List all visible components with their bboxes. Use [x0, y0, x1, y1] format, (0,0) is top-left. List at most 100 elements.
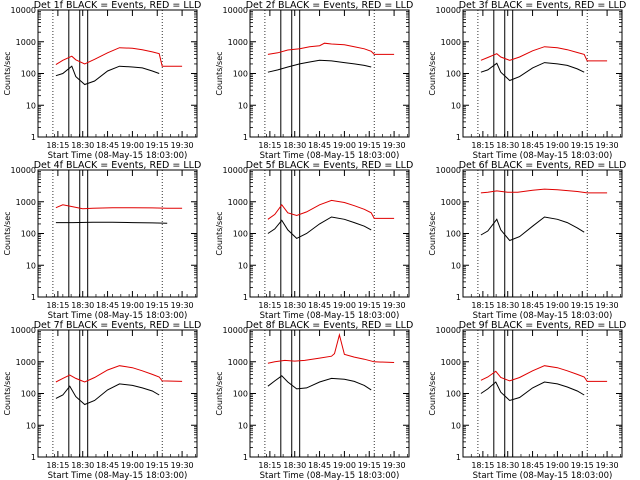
- lld-series-line: [55, 47, 183, 67]
- lld-series-line: [55, 204, 183, 210]
- y-tick-label: 100: [21, 70, 36, 79]
- x-tick-label: 18:30: [496, 141, 519, 150]
- x-axis-title: Start Time (08-May-15 18:03:00): [48, 151, 188, 161]
- events-series-line: [55, 383, 160, 406]
- panel-2: Det 2f BLACK = Events, RED = LLD 1 10 100 10…: [215, 0, 413, 161]
- y-axis-title: Counts/sec: [3, 51, 12, 95]
- x-tick-label: 18:30: [283, 461, 306, 470]
- x-tick-label: 19:15: [358, 461, 381, 470]
- panel-title: Det 7f BLACK = Events, RED = LLD: [34, 320, 202, 331]
- x-tick-label: 19:00: [121, 141, 144, 150]
- x-tick-label: 18:30: [71, 141, 94, 150]
- x-axis-title: Start Time (08-May-15 18:03:00): [473, 151, 613, 161]
- x-axis-title: Start Time (08-May-15 18:03:00): [473, 471, 613, 480]
- x-tick-label: 19:00: [546, 461, 569, 470]
- y-tick-label: 10: [26, 421, 36, 430]
- lld-series-line: [480, 365, 608, 382]
- x-tick-label: 19:00: [546, 301, 569, 310]
- y-tick-label: 1000: [441, 38, 461, 47]
- y-tick-label: 10000: [11, 326, 36, 335]
- x-tick-label: 19:30: [596, 141, 619, 150]
- plot-frame: [37, 169, 198, 298]
- x-axis-title: Start Time (08-May-15 18:03:00): [260, 311, 400, 321]
- y-tick-label: 10000: [436, 166, 461, 175]
- events-series-line: [267, 59, 372, 73]
- x-tick-label: 18:45: [308, 301, 331, 310]
- x-tick-label: 18:15: [46, 301, 69, 310]
- x-tick-label: 18:30: [496, 301, 519, 310]
- panel-8: Det 8f BLACK = Events, RED = LLD 1 10 100 10…: [215, 320, 413, 480]
- x-tick-label: 19:00: [121, 461, 144, 470]
- x-tick-label: 19:30: [171, 461, 194, 470]
- events-series-line: [267, 375, 372, 391]
- y-tick-label: 1000: [228, 38, 248, 47]
- y-tick-label: 10: [451, 261, 461, 270]
- x-axis-title: Start Time (08-May-15 18:03:00): [48, 471, 188, 480]
- x-tick-label: 18:15: [258, 301, 281, 310]
- x-tick-label: 18:15: [46, 461, 69, 470]
- y-tick-label: 10000: [223, 166, 248, 175]
- y-tick-label: 100: [446, 70, 461, 79]
- y-tick-label: 1000: [441, 198, 461, 207]
- events-series-line: [55, 221, 168, 224]
- x-tick-label: 18:15: [46, 141, 69, 150]
- x-tick-label: 18:15: [258, 461, 281, 470]
- y-tick-label: 1: [456, 133, 461, 142]
- x-tick-label: 19:30: [383, 141, 406, 150]
- y-tick-label: 100: [233, 390, 248, 399]
- x-tick-label: 18:15: [471, 461, 494, 470]
- y-tick-label: 1: [31, 453, 36, 462]
- y-tick-label: 10000: [223, 326, 248, 335]
- x-tick-label: 18:15: [471, 301, 494, 310]
- y-tick-label: 100: [233, 230, 248, 239]
- x-tick-label: 18:45: [521, 301, 544, 310]
- y-tick-label: 10000: [11, 166, 36, 175]
- y-axis-title: Counts/sec: [428, 51, 437, 95]
- y-tick-label: 1000: [16, 198, 36, 207]
- x-tick-label: 19:00: [333, 301, 356, 310]
- x-tick-label: 19:15: [146, 461, 169, 470]
- plot-frame: [37, 329, 198, 458]
- y-axis-title: Counts/sec: [215, 211, 224, 255]
- y-tick-label: 10: [26, 101, 36, 110]
- x-tick-label: 19:30: [171, 141, 194, 150]
- x-axis-title: Start Time (08-May-15 18:03:00): [473, 311, 613, 321]
- x-axis-title: Start Time (08-May-15 18:03:00): [260, 471, 400, 480]
- x-tick-label: 19:30: [383, 301, 406, 310]
- x-tick-label: 19:15: [358, 141, 381, 150]
- panel-4: Det 4f BLACK = Events, RED = LLD 1 10 100 10…: [3, 160, 201, 321]
- events-series-line: [480, 381, 585, 402]
- x-tick-label: 18:45: [521, 461, 544, 470]
- x-tick-label: 18:15: [258, 141, 281, 150]
- y-tick-label: 100: [233, 70, 248, 79]
- panel-9: Det 9f BLACK = Events, RED = LLD 1 10 100 10…: [428, 320, 626, 480]
- lld-series-line: [267, 42, 395, 55]
- events-series-line: [55, 65, 160, 86]
- panel-title: Det 8f BLACK = Events, RED = LLD: [246, 320, 414, 331]
- lld-series-line: [267, 199, 395, 220]
- x-tick-label: 19:15: [571, 461, 594, 470]
- panel-title: Det 6f BLACK = Events, RED = LLD: [459, 160, 627, 171]
- panel-6: Det 6f BLACK = Events, RED = LLD 1 10 100 10…: [428, 160, 626, 321]
- lld-series-line: [55, 365, 183, 383]
- y-axis-title: Counts/sec: [3, 371, 12, 415]
- y-tick-label: 1: [243, 293, 248, 302]
- x-tick-label: 19:00: [333, 461, 356, 470]
- x-axis-title: Start Time (08-May-15 18:03:00): [260, 151, 400, 161]
- events-series-line: [480, 216, 585, 242]
- x-axis-title: Start Time (08-May-15 18:03:00): [48, 311, 188, 321]
- x-tick-label: 19:00: [121, 301, 144, 310]
- y-axis-title: Counts/sec: [215, 51, 224, 95]
- x-tick-label: 18:45: [521, 141, 544, 150]
- y-tick-label: 10000: [436, 326, 461, 335]
- x-tick-label: 19:15: [571, 141, 594, 150]
- x-tick-label: 18:30: [283, 141, 306, 150]
- y-tick-label: 10: [26, 261, 36, 270]
- lld-series-line: [480, 46, 608, 62]
- x-tick-label: 19:30: [171, 301, 194, 310]
- x-tick-label: 19:30: [596, 301, 619, 310]
- plot-frame: [462, 329, 623, 458]
- panel-title: Det 3f BLACK = Events, RED = LLD: [459, 0, 627, 11]
- x-tick-label: 18:30: [71, 301, 94, 310]
